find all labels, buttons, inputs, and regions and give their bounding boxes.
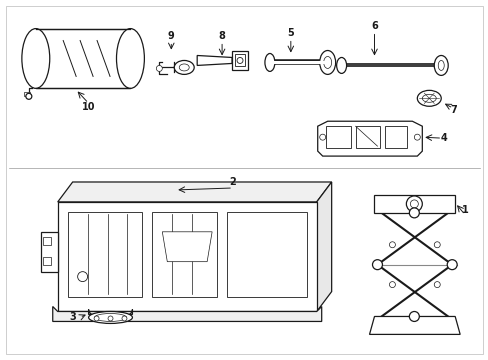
Ellipse shape	[336, 58, 346, 73]
Bar	[42, 237, 51, 245]
Text: 5: 5	[287, 28, 294, 37]
Text: 3: 3	[69, 312, 76, 323]
Ellipse shape	[319, 50, 335, 75]
Polygon shape	[58, 182, 331, 202]
Polygon shape	[316, 182, 331, 311]
Bar	[42, 257, 51, 265]
Polygon shape	[88, 310, 132, 319]
Polygon shape	[226, 212, 306, 297]
Ellipse shape	[22, 28, 50, 88]
Text: 4: 4	[440, 133, 447, 143]
Ellipse shape	[323, 57, 331, 68]
Ellipse shape	[422, 94, 435, 102]
Circle shape	[237, 58, 243, 63]
Text: 1: 1	[461, 205, 468, 215]
Circle shape	[433, 242, 439, 248]
Bar	[36, 28, 130, 88]
Ellipse shape	[416, 90, 440, 106]
Bar	[232, 50, 247, 71]
Bar	[325, 126, 350, 148]
Circle shape	[388, 242, 395, 248]
Text: 6: 6	[370, 21, 377, 31]
Ellipse shape	[179, 64, 189, 71]
Ellipse shape	[94, 314, 126, 321]
Circle shape	[409, 200, 417, 208]
Polygon shape	[162, 232, 212, 262]
Bar	[24, 92, 30, 96]
Circle shape	[156, 66, 162, 71]
Ellipse shape	[116, 28, 144, 88]
Text: 7: 7	[450, 105, 457, 115]
Circle shape	[388, 282, 395, 288]
Ellipse shape	[437, 60, 443, 71]
Text: 9: 9	[167, 31, 174, 41]
Polygon shape	[152, 212, 217, 297]
Polygon shape	[67, 212, 142, 297]
Circle shape	[408, 311, 419, 321]
Polygon shape	[197, 55, 232, 66]
Circle shape	[319, 134, 325, 140]
Circle shape	[413, 134, 420, 140]
Polygon shape	[58, 202, 316, 311]
Bar	[385, 126, 407, 148]
Circle shape	[26, 93, 32, 99]
Circle shape	[372, 260, 382, 270]
Polygon shape	[369, 316, 459, 334]
Circle shape	[406, 196, 422, 212]
Polygon shape	[41, 232, 58, 272]
Circle shape	[78, 272, 87, 282]
Bar	[355, 126, 380, 148]
Bar	[235, 54, 244, 67]
Circle shape	[108, 316, 113, 321]
Ellipse shape	[264, 54, 274, 71]
Polygon shape	[317, 121, 422, 156]
Polygon shape	[374, 195, 454, 213]
Circle shape	[447, 260, 456, 270]
Text: 8: 8	[218, 31, 225, 41]
Text: 2: 2	[229, 177, 236, 187]
Ellipse shape	[174, 60, 194, 75]
Circle shape	[433, 282, 439, 288]
Text: 10: 10	[81, 102, 95, 112]
Circle shape	[408, 208, 419, 218]
Ellipse shape	[433, 55, 447, 75]
Polygon shape	[53, 306, 321, 321]
Circle shape	[94, 316, 99, 321]
Circle shape	[122, 316, 127, 321]
Ellipse shape	[88, 311, 132, 323]
